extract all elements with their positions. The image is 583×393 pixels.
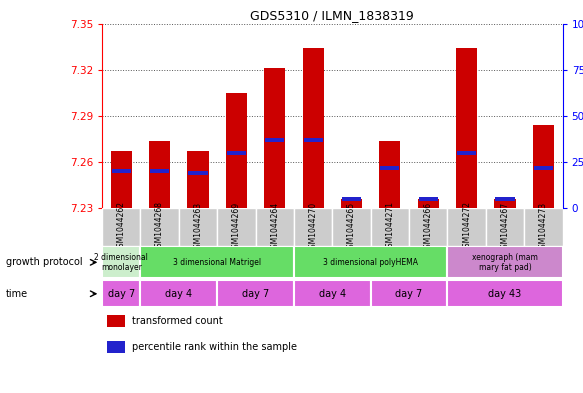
Bar (265, 138, 285, 142)
Bar (217, 280, 294, 307)
Text: GSM1044266: GSM1044266 (424, 201, 433, 253)
Text: 2 dimensional
monolayer: 2 dimensional monolayer (94, 253, 148, 272)
Text: GSM1044271: GSM1044271 (385, 202, 394, 252)
Bar (141, 246, 294, 278)
Bar (448, 208, 486, 246)
Bar (342, 197, 361, 201)
Text: time: time (6, 289, 28, 299)
Text: day 7: day 7 (395, 289, 423, 299)
Bar (294, 208, 332, 246)
Bar (217, 208, 255, 246)
Bar (380, 165, 399, 170)
Bar (533, 125, 554, 208)
Bar (102, 246, 141, 278)
Bar (294, 280, 371, 307)
Bar (111, 151, 132, 208)
Bar (102, 208, 141, 246)
Bar (417, 199, 439, 208)
Text: growth protocol: growth protocol (6, 257, 82, 267)
Bar (227, 151, 246, 155)
Text: transformed count: transformed count (132, 316, 223, 326)
Bar (341, 199, 362, 208)
Bar (534, 165, 553, 170)
Bar (456, 48, 477, 208)
Bar (457, 151, 476, 155)
Bar (141, 280, 217, 307)
Bar (264, 68, 285, 208)
Bar (226, 93, 247, 208)
Text: percentile rank within the sample: percentile rank within the sample (132, 342, 297, 352)
Bar (111, 169, 131, 173)
Text: xenograph (mam
mary fat pad): xenograph (mam mary fat pad) (472, 253, 538, 272)
Text: GSM1044262: GSM1044262 (117, 202, 126, 252)
Bar (419, 197, 438, 201)
Bar (107, 315, 125, 327)
Text: day 7: day 7 (242, 289, 269, 299)
Bar (187, 151, 209, 208)
Text: GSM1044265: GSM1044265 (347, 201, 356, 253)
Bar (304, 138, 323, 142)
Text: GSM1044270: GSM1044270 (308, 201, 318, 253)
Text: 3 dimensional polyHEMA: 3 dimensional polyHEMA (323, 258, 418, 267)
Text: GSM1044273: GSM1044273 (539, 201, 548, 253)
Bar (448, 246, 563, 278)
Bar (524, 208, 563, 246)
Bar (294, 246, 448, 278)
Text: day 4: day 4 (165, 289, 192, 299)
Text: GSM1044268: GSM1044268 (155, 202, 164, 252)
Bar (303, 48, 324, 208)
Text: day 43: day 43 (489, 289, 522, 299)
Text: GSM1044263: GSM1044263 (194, 201, 202, 253)
Bar (150, 169, 169, 173)
Bar (371, 280, 448, 307)
Text: GSM1044269: GSM1044269 (232, 201, 241, 253)
Title: GDS5310 / ILMN_1838319: GDS5310 / ILMN_1838319 (251, 9, 414, 22)
Bar (255, 208, 294, 246)
Bar (102, 280, 141, 307)
Bar (371, 208, 409, 246)
Bar (486, 208, 524, 246)
Bar (496, 197, 515, 201)
Bar (494, 199, 515, 208)
Bar (448, 280, 563, 307)
Bar (332, 208, 371, 246)
Text: day 7: day 7 (108, 289, 135, 299)
Bar (179, 208, 217, 246)
Text: GSM1044264: GSM1044264 (271, 201, 279, 253)
Bar (149, 141, 170, 208)
Text: 3 dimensional Matrigel: 3 dimensional Matrigel (173, 258, 261, 267)
Text: day 4: day 4 (319, 289, 346, 299)
Text: GSM1044272: GSM1044272 (462, 202, 471, 252)
Bar (188, 171, 208, 175)
Text: GSM1044267: GSM1044267 (501, 201, 510, 253)
Bar (141, 208, 179, 246)
Bar (107, 341, 125, 353)
Bar (409, 208, 448, 246)
Bar (380, 141, 401, 208)
